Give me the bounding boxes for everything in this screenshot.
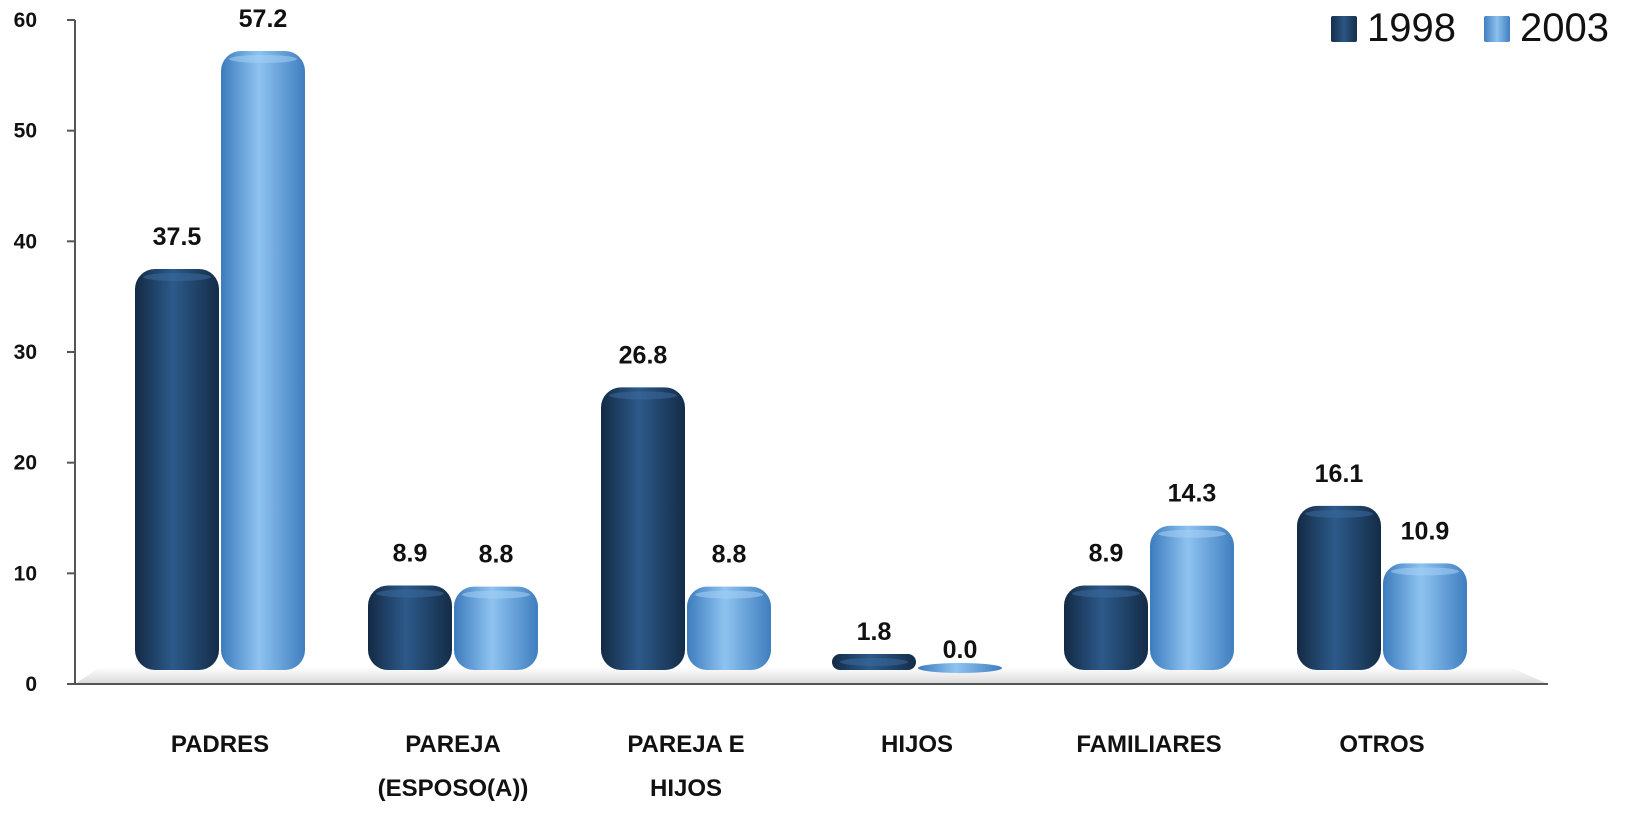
bar-cap-2003-0 — [229, 54, 297, 63]
legend-item-1998: 1998 — [1331, 6, 1456, 51]
bar-1998-5 — [1297, 505, 1381, 670]
legend-swatch-1998 — [1331, 15, 1358, 42]
category-label-4-0: FAMILIARES — [1076, 731, 1221, 758]
bar-cap-2003-5 — [1391, 567, 1459, 576]
y-tick-label: 60 — [14, 9, 37, 32]
value-label-1998-0: 37.5 — [153, 223, 202, 251]
legend-swatch-2003 — [1484, 15, 1511, 42]
legend: 1998 2003 — [1331, 6, 1609, 51]
chart-floor — [75, 667, 1548, 684]
bar-2003-0 — [221, 50, 305, 670]
category-label-2-0: PAREJA E — [627, 731, 744, 758]
y-tick-label: 30 — [14, 341, 37, 364]
bar-cap-1998-5 — [1305, 509, 1373, 518]
y-tick-label: 50 — [14, 120, 37, 143]
value-label-1998-2: 26.8 — [619, 341, 668, 369]
y-tick-label: 0 — [25, 673, 37, 696]
bar-cap-1998-0 — [143, 273, 211, 281]
bar-2003-4 — [1150, 525, 1234, 670]
value-label-2003-0: 57.2 — [239, 5, 288, 33]
value-label-1998-3: 1.8 — [857, 618, 892, 646]
y-tick-label: 20 — [14, 452, 37, 475]
bar-1998-0 — [135, 269, 219, 670]
legend-label-1998: 1998 — [1367, 6, 1457, 50]
legend-item-2003: 2003 — [1484, 6, 1609, 51]
value-label-2003-1: 8.8 — [479, 541, 514, 569]
value-label-2003-5: 10.9 — [1401, 517, 1450, 545]
value-label-2003-2: 8.8 — [712, 541, 747, 569]
value-label-2003-3: 0.0 — [943, 636, 978, 664]
category-label-1-1: (ESPOSO(A)) — [378, 775, 529, 802]
bar-cap-1998-3 — [840, 658, 908, 666]
bar-cap-1998-1 — [376, 589, 444, 598]
bar-1998-4 — [1064, 585, 1148, 670]
bar-cap-2003-1 — [462, 590, 530, 599]
bar-cap-2003-4 — [1158, 529, 1226, 538]
bar-cap-2003-2 — [695, 590, 763, 599]
value-label-1998-4: 8.9 — [1089, 540, 1124, 568]
category-label-1-0: PAREJA — [405, 731, 501, 758]
bar-2003-2 — [687, 586, 771, 670]
value-label-2003-4: 14.3 — [1168, 480, 1217, 508]
bar-2003-1 — [454, 586, 538, 670]
value-label-1998-1: 8.9 — [393, 540, 428, 568]
category-label-3-0: HIJOS — [881, 731, 953, 758]
bar-cap-1998-4 — [1072, 589, 1140, 598]
legend-label-2003: 2003 — [1520, 6, 1609, 50]
category-label-0-0: PADRES — [171, 731, 269, 758]
value-label-1998-5: 16.1 — [1315, 460, 1364, 488]
bar-2003-3 — [918, 663, 1002, 673]
bar-1998-2 — [601, 387, 685, 670]
category-label-2-1: HIJOS — [650, 775, 722, 802]
bar-1998-1 — [368, 585, 452, 670]
y-tick-label: 10 — [14, 562, 37, 585]
category-label-5-0: OTROS — [1339, 731, 1424, 758]
bar-2003-5 — [1383, 563, 1467, 670]
y-tick-label: 40 — [14, 230, 37, 253]
bar-cap-1998-2 — [609, 391, 677, 400]
